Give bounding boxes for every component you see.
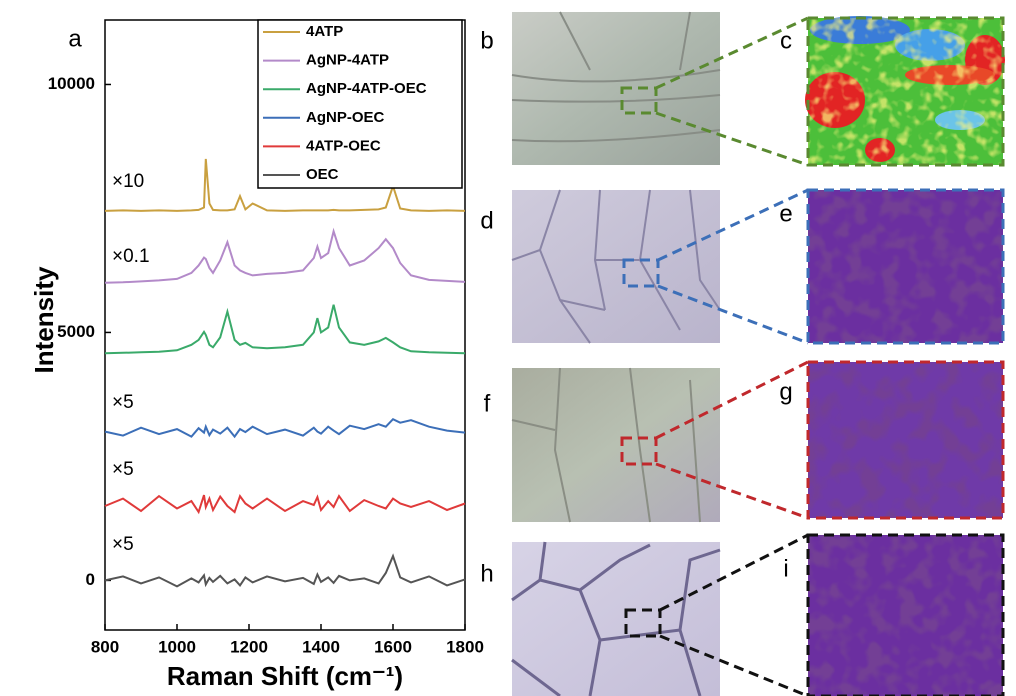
legend-label: AgNP-OEC [306, 109, 385, 126]
y-tick-label: 5000 [57, 322, 95, 341]
scale-annotation: ×5 [112, 459, 134, 480]
legend-label: OEC [306, 166, 339, 183]
maps [805, 16, 1005, 696]
y-tick-label: 0 [86, 570, 95, 589]
legend-label: AgNP-4ATP [306, 52, 389, 69]
legend-label: 4ATP [306, 23, 343, 40]
x-axis-label: Raman Shift (cm⁻¹) [167, 661, 403, 691]
panel-label: b [480, 27, 493, 54]
series-line [104, 493, 466, 515]
scale-annotation: ×5 [112, 392, 134, 413]
panel-label: d [480, 207, 493, 234]
image-h [512, 542, 720, 696]
zoom-indicators [620, 16, 1005, 696]
y-tick-label: 10000 [48, 74, 95, 93]
y-axis-label: Intensity [29, 266, 59, 373]
panel-label: c [780, 27, 792, 54]
scale-annotation: ×10 [112, 171, 144, 192]
legend-label: 4ATP-OEC [306, 137, 381, 154]
panel-label: i [783, 555, 788, 582]
x-tick-label: 1000 [158, 637, 196, 656]
scale-annotation: ×5 [112, 534, 134, 555]
micrographs [511, 11, 721, 696]
series-line [104, 304, 466, 355]
image-f [512, 368, 720, 522]
x-tick-label: 1800 [446, 637, 484, 656]
x-tick-label: 800 [91, 637, 119, 656]
image-d [512, 190, 720, 343]
legend-box [257, 19, 463, 189]
series-line [104, 227, 466, 284]
series-line [104, 417, 466, 439]
panel-label: e [779, 200, 792, 227]
series-line [104, 158, 466, 212]
x-tick-label: 1400 [302, 637, 340, 656]
scale-annotation: ×0.1 [112, 246, 150, 267]
panel-label: f [484, 390, 491, 417]
panel-label: a [68, 25, 82, 52]
series-line [104, 553, 466, 588]
panel-label: g [779, 378, 792, 405]
x-tick-label: 1600 [374, 637, 412, 656]
panel-label: h [480, 560, 493, 587]
legend-label: AgNP-4ATP-OEC [306, 80, 427, 97]
x-tick-label: 1200 [230, 637, 268, 656]
